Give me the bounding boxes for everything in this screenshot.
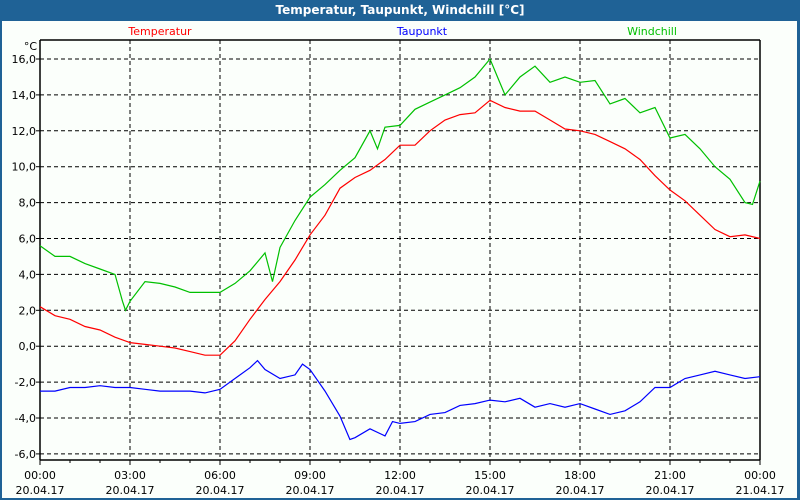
- x-tick-time: 12:00: [384, 469, 416, 482]
- x-tick-date: 20.04.17: [16, 484, 65, 497]
- x-tick-time: 00:00: [744, 469, 776, 482]
- y-tick-label: 2,0: [19, 304, 37, 317]
- series-line-windchill: [39, 57, 761, 312]
- series-line-temperatur: [39, 99, 761, 356]
- series-line-taupunkt: [40, 359, 761, 441]
- x-tick-time: 09:00: [294, 469, 326, 482]
- legend-temperatur: Temperatur: [127, 25, 192, 38]
- x-tick-date: 20.04.17: [106, 484, 155, 497]
- x-tick-time: 18:00: [564, 469, 596, 482]
- x-tick-date: 21.04.17: [736, 484, 785, 497]
- x-tick-date: 20.04.17: [466, 484, 515, 497]
- y-tick-label: 6,0: [19, 233, 37, 246]
- x-tick-date: 20.04.17: [286, 484, 335, 497]
- x-tick-time: 03:00: [114, 469, 146, 482]
- legend-taupunkt: Taupunkt: [396, 25, 448, 38]
- y-tick-label: 10,0: [12, 161, 37, 174]
- y-tick-label: 12,0: [12, 125, 37, 138]
- y-tick-label: -6,0: [15, 448, 36, 461]
- y-tick-label: -2,0: [15, 376, 36, 389]
- legend-windchill: Windchill: [627, 25, 677, 38]
- y-tick-label: 14,0: [12, 89, 37, 102]
- y-tick-label: 0,0: [19, 340, 37, 353]
- y-tick-label: 4,0: [19, 268, 37, 281]
- x-tick-time: 06:00: [204, 469, 236, 482]
- x-tick-date: 20.04.17: [196, 484, 245, 497]
- x-tick-time: 21:00: [654, 469, 686, 482]
- y-tick-label: 8,0: [19, 197, 37, 210]
- x-tick-time: 00:00: [24, 469, 56, 482]
- y-tick-label: -4,0: [15, 412, 36, 425]
- window-title: Temperatur, Taupunkt, Windchill [°C]: [0, 0, 800, 21]
- x-tick-date: 20.04.17: [376, 484, 425, 497]
- x-tick-date: 20.04.17: [556, 484, 605, 497]
- x-tick-time: 15:00: [474, 469, 506, 482]
- y-axis-label: °C: [24, 40, 38, 53]
- y-tick-label: 16,0: [12, 53, 37, 66]
- x-tick-date: 20.04.17: [646, 484, 695, 497]
